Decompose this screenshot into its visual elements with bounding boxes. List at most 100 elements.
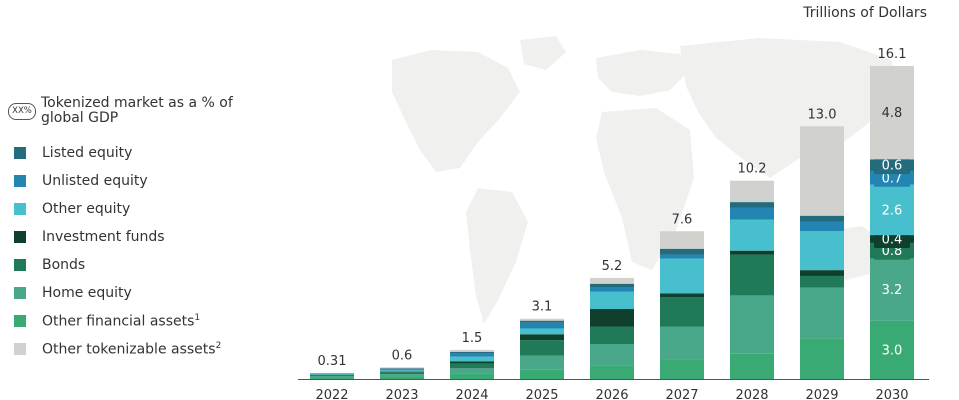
legend-swatch-other-financial-assets [14,315,26,327]
legend-title: Tokenized market as a % of global GDP [41,95,233,126]
segment-label-2030-unlisted-equity: 0.7 [882,171,903,186]
bar-2026-listed-equity [590,283,634,288]
bar-2025-other-tokenizable-assets [520,318,564,321]
legend-swatch-home-equity [14,287,26,299]
legend-label-other-tokenizable-assets: Other tokenizable assets2 [42,340,222,358]
legend-item-other-tokenizable-assets: Other tokenizable assets2 [14,335,241,363]
bar-2025-home-equity [520,355,564,370]
bar-2026-other-financial-assets [590,365,634,379]
bar-2022-home-equity [310,375,354,378]
bar-2027-other-tokenizable-assets [660,231,704,249]
bar-2026-bonds [590,326,634,345]
legend-label-other-equity: Other equity [42,201,131,217]
total-label-2025: 3.1 [532,300,553,315]
total-label-2023: 0.6 [392,348,413,363]
bar-2027-other-equity [660,258,704,294]
bar-2029-other-tokenizable-assets [800,126,844,216]
map-south-america [466,188,528,324]
bar-2023-unlisted-equity [380,369,424,371]
x-tick-label-2025: 2025 [525,388,558,400]
bar-2027-investment-funds [660,293,704,298]
legend-item-other-equity: Other equity [14,195,241,223]
legend-label-listed-equity: Listed equity [42,145,133,161]
bar-2023-home-equity [380,374,424,377]
total-label-2024: 1.5 [462,331,483,346]
legend-label-unlisted-equity: Unlisted equity [42,173,148,189]
legend: XX% Tokenized market as a % of global GD… [8,96,241,363]
bar-2029-listed-equity [800,215,844,222]
legend-header: XX% Tokenized market as a % of global GD… [8,96,241,126]
legend-label-other-financial-assets: Other financial assets1 [42,312,201,330]
bar-2028-investment-funds [730,250,774,255]
legend-item-other-financial-assets: Other financial assets1 [14,307,241,335]
bar-2026-home-equity [590,344,634,366]
bar-2024-other-financial-assets [450,373,494,379]
bar-2028-listed-equity [730,202,774,208]
x-tick-label-2030: 2030 [875,388,908,400]
bar-2024-unlisted-equity [450,353,494,357]
bar-2022-unlisted-equity [310,373,354,375]
x-tick-label-2029: 2029 [805,388,838,400]
x-tick-label-2023: 2023 [385,388,418,400]
bar-2029-bonds [800,275,844,288]
bar-2029-home-equity [800,287,844,339]
bar-2023-other-financial-assets [380,376,424,379]
bar-2030-other-tokenizable-assets [870,66,914,160]
legend-item-listed-equity: Listed equity [14,139,241,167]
bar-2028-home-equity [730,295,774,354]
segment-label-2030-other-tokenizable-assets: 4.8 [882,106,903,121]
bar-2029-other-equity [800,231,844,271]
map-asia [680,38,896,178]
legend-footnote-other-tokenizable-assets: 2 [215,340,222,351]
map-greenland [520,36,566,70]
bar-2029-unlisted-equity [800,221,844,232]
bar-2024-other-equity [450,356,494,362]
bar-2026-other-equity [590,291,634,310]
map-north-america [392,50,520,172]
bar-2022-other-equity [310,374,354,375]
x-tick-label-2022: 2022 [315,388,348,400]
total-label-2022: 0.31 [318,354,347,369]
bar-2023-investment-funds [380,371,424,373]
bar-2027-bonds [660,297,704,327]
bar-2030-other-equity [870,184,914,236]
x-tick-label-2028: 2028 [735,388,768,400]
total-label-2028: 10.2 [738,162,767,177]
segment-label-2030-investment-funds: 0.4 [882,233,903,248]
bar-2025-other-financial-assets [520,369,564,379]
bar-2024-bonds [450,363,494,369]
bar-2025-listed-equity [520,320,564,323]
bar-2026-other-tokenizable-assets [590,277,634,284]
bar-2022-other-tokenizable-assets [310,372,354,374]
segment-label-2030-listed-equity: 0.6 [882,159,903,174]
bar-2025-bonds [520,340,564,356]
segment-label-bg-2030-listed-equity [874,156,910,175]
segment-label-2030-other-financial-assets: 3.0 [882,343,903,358]
bar-2022-other-financial-assets [310,377,354,379]
map-europe [596,50,688,96]
legend-label-home-equity: Home equity [42,285,132,301]
bar-2023-other-equity [380,370,424,372]
bar-2024-other-tokenizable-assets [450,349,494,352]
bar-2023-listed-equity [380,368,424,370]
legend-label-investment-funds: Investment funds [42,229,165,245]
bar-2027-listed-equity [660,248,704,255]
bar-2027-other-financial-assets [660,359,704,379]
bar-2026-unlisted-equity [590,287,634,292]
legend-swatch-unlisted-equity [14,175,26,187]
legend-footnote-other-financial-assets: 1 [194,312,201,323]
x-tick-label-2026: 2026 [595,388,628,400]
legend-swatch-other-equity [14,203,26,215]
bar-2030-home-equity [870,258,914,321]
bar-2027-home-equity [660,326,704,360]
total-label-2027: 7.6 [672,212,693,227]
legend-swatch-bonds [14,259,26,271]
bar-2025-unlisted-equity [520,322,564,329]
bar-2028-unlisted-equity [730,207,774,220]
legend-swatch-investment-funds [14,231,26,243]
bar-2028-other-financial-assets [730,353,774,379]
total-label-2026: 5.2 [602,259,623,274]
legend-item-unlisted-equity: Unlisted equity [14,167,241,195]
segment-label-2030-other-equity: 2.6 [882,203,903,218]
